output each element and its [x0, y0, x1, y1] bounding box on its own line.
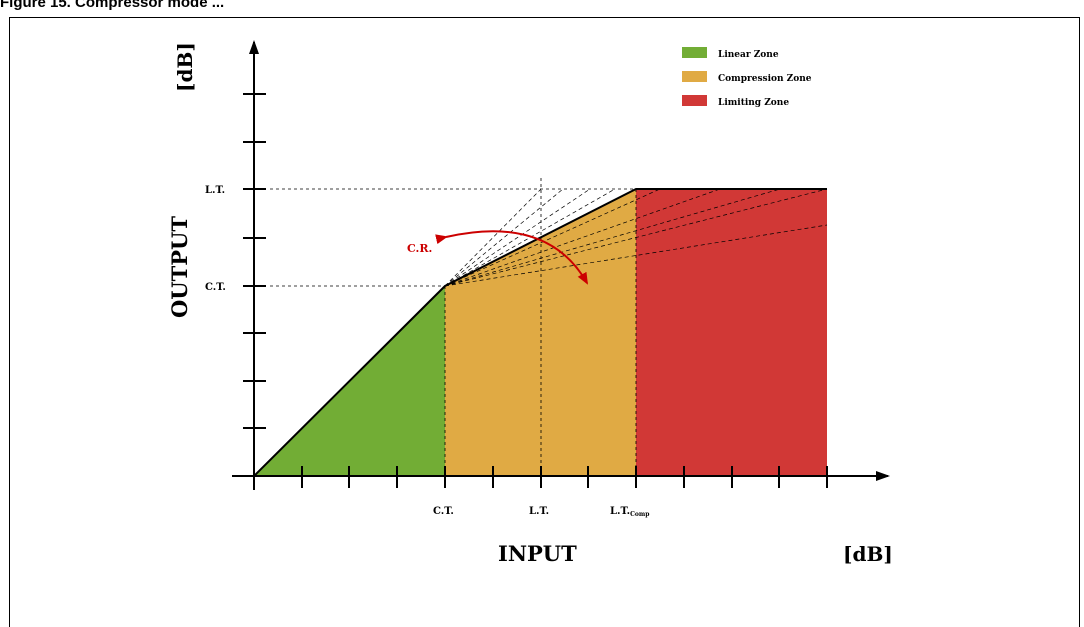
x-axis-ticks — [301, 466, 828, 488]
x-tick-label-ltcomp-sub: Comp — [630, 511, 649, 518]
guide-lines — [270, 178, 637, 476]
legend-label-limiting: Limiting Zone — [718, 98, 789, 108]
legend-swatch-linear — [682, 47, 707, 58]
y-tick-label-lt: L.T. — [205, 185, 225, 196]
x-axis-title: INPUT — [498, 541, 577, 566]
legend-label-compression: Compression Zone — [718, 74, 812, 84]
legend: Linear Zone Compression Zone Limiting Zo… — [682, 47, 812, 108]
figure-caption: Figure 15. Compressor mode ... — [0, 0, 225, 11]
legend-swatch-compression — [682, 71, 707, 82]
legend-swatch-limiting — [682, 95, 707, 106]
y-axis-ticks — [243, 93, 266, 429]
compression-ratio-arrow — [435, 230, 588, 285]
y-unit-label: [dB] — [173, 42, 197, 92]
limiting-zone — [636, 189, 827, 476]
legend-label-linear: Linear Zone — [718, 50, 779, 60]
x-tick-label-lt: L.T. — [529, 506, 549, 517]
x-tick-label-ltcomp: L.T.Comp — [610, 506, 649, 518]
x-tick-label-ct: C.T. — [433, 506, 454, 517]
y-axis-title: OUTPUT — [167, 216, 192, 318]
x-unit-label: [dB] — [843, 542, 893, 566]
x-tick-label-ltcomp-main: L.T. — [610, 506, 630, 517]
cr-label: C.R. — [407, 242, 432, 255]
y-tick-label-ct: C.T. — [205, 282, 226, 293]
figure-frame — [9, 17, 1080, 627]
compression-zone — [445, 189, 636, 476]
